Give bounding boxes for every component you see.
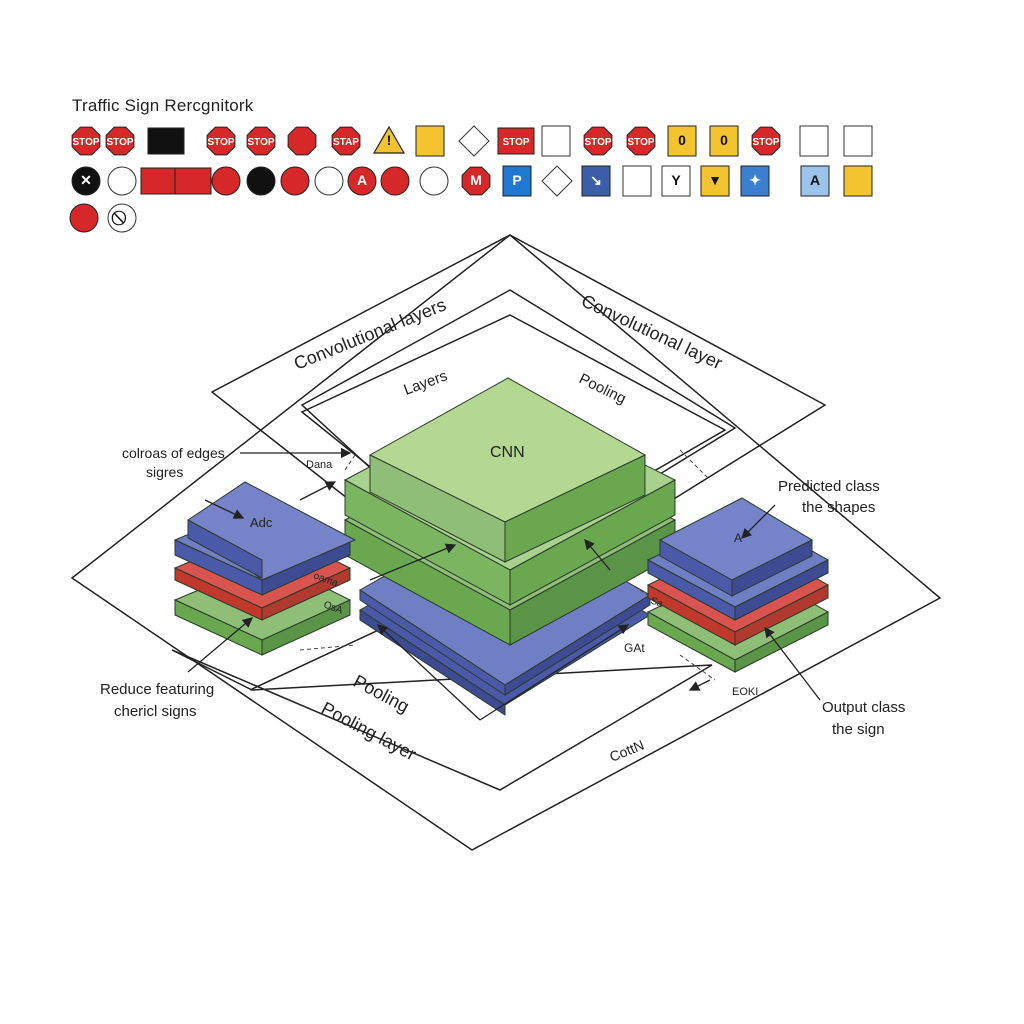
traffic-sign-icon: ✦: [740, 165, 770, 197]
conv-layers-label: Convolutional layers: [291, 294, 449, 373]
traffic-sign-icon: [622, 165, 652, 197]
sign-text: STOP: [106, 137, 133, 148]
conv-layer-label: Convolutional layer: [578, 290, 725, 373]
traffic-sign-icon: ✕: [71, 166, 101, 196]
traffic-sign-icon: A: [347, 166, 377, 196]
dana-label: Dana: [306, 459, 333, 471]
traffic-sign-icon: [843, 165, 873, 197]
sign-text: ✕: [80, 172, 92, 188]
sign-text: M: [470, 172, 482, 188]
sign-text: STOP: [584, 137, 611, 148]
sign-text: Y: [671, 172, 681, 188]
pooling-top-label: Pooling: [576, 370, 628, 407]
traffic-sign-icon: [415, 125, 445, 157]
sign-text: STOP: [752, 137, 779, 148]
traffic-sign-icon: STOP: [105, 126, 135, 156]
traffic-sign-icon: ⃠: [107, 203, 137, 233]
sa-label: Sa: [649, 595, 665, 610]
sign-text: STOP: [502, 137, 529, 148]
traffic-sign-icon: [107, 166, 137, 196]
traffic-sign-icon: [147, 127, 185, 155]
sign-text: 0: [720, 132, 728, 148]
sign-text: STOP: [627, 137, 654, 148]
layers-label: Layers: [402, 367, 450, 398]
traffic-sign-icon: A: [800, 165, 830, 197]
traffic-sign-icon: STOP: [246, 126, 276, 156]
traffic-sign-icon: STOP: [497, 127, 535, 155]
sign-text: A: [357, 172, 367, 188]
traffic-sign-icon: [211, 166, 241, 196]
traffic-sign-icon: [287, 126, 317, 156]
traffic-sign-icon: [541, 165, 573, 197]
traffic-sign-icon: [174, 167, 212, 195]
left-stack: [173, 481, 357, 656]
traffic-sign-icon: [843, 125, 873, 157]
sign-text: 0: [678, 132, 686, 148]
page-title: Traffic Sign Rercgnitork: [72, 96, 254, 115]
traffic-sign-icon: 0: [667, 125, 697, 157]
traffic-sign-icon: [69, 203, 99, 233]
eoki-label: EOKI: [732, 686, 758, 698]
sign-text: STAP: [333, 137, 359, 148]
traffic-sign-icon: STOP: [206, 126, 236, 156]
traffic-sign-icon: STOP: [626, 126, 656, 156]
traffic-sign-icon: STOP: [71, 126, 101, 156]
traffic-sign-icon: [458, 125, 490, 157]
traffic-sign-icon: STOP: [583, 126, 613, 156]
traffic-sign-icon: [380, 166, 410, 196]
arrows: [187, 447, 821, 721]
traffic-sign-icon: [799, 125, 829, 157]
sign-text: ✦: [749, 172, 761, 188]
sign-text: !: [387, 132, 392, 148]
traffic-sign-icon: [314, 166, 344, 196]
traffic-sign-icon: Y: [661, 165, 691, 197]
reduce-label-1: Reduce featuring: [100, 681, 214, 698]
sign-text: P: [512, 172, 521, 188]
traffic-sign-grid: STOP STOP STOP STOP STAP! STOP STOP STOP 0 0 STOP ✕…: [69, 125, 873, 233]
traffic-sign-icon: P: [502, 165, 532, 197]
traffic-sign-icon: [419, 166, 449, 196]
traffic-sign-icon: STAP: [331, 126, 361, 156]
edges-label-2: sigres: [146, 464, 183, 480]
reduce-label-2: chericl signs: [114, 703, 197, 720]
sign-text: STOP: [207, 137, 234, 148]
pooling-bottom-label: Pooling: [350, 671, 412, 717]
predicted-label-2: the shapes: [802, 499, 875, 516]
sign-text: STOP: [247, 137, 274, 148]
predicted-label-1: Predicted class: [778, 478, 880, 495]
traffic-sign-icon: 0: [709, 125, 739, 157]
sign-text: STOP: [72, 137, 99, 148]
right-stack: [646, 497, 830, 673]
left-block-label: Adc: [250, 515, 273, 530]
traffic-sign-icon: M: [461, 166, 491, 196]
outer-frame: [70, 234, 942, 851]
traffic-sign-icon: [246, 166, 276, 196]
sign-text: ▼: [708, 172, 722, 188]
traffic-sign-icon: [280, 166, 310, 196]
traffic-sign-icon: [541, 125, 571, 157]
dashed-connectors: [299, 449, 716, 681]
sign-text: A: [810, 172, 820, 188]
edges-label-1: colroas of edges: [122, 445, 225, 461]
traffic-sign-icon: ▼: [700, 165, 730, 197]
sign-text: ↘: [590, 172, 602, 188]
gat-label: GAt: [624, 641, 645, 655]
right-block-label: A: [734, 531, 742, 545]
output-label-1: Output class: [822, 699, 905, 716]
traffic-sign-icon: ↘: [581, 165, 611, 197]
central-stack: [343, 377, 677, 716]
cnn-label: CNN: [490, 444, 525, 461]
traffic-sign-icon: [140, 167, 178, 195]
traffic-sign-icon: !: [372, 125, 406, 154]
conv-bottom-label: CottN: [607, 737, 646, 765]
traffic-sign-icon: STOP: [751, 126, 781, 156]
output-label-2: the sign: [832, 721, 885, 738]
